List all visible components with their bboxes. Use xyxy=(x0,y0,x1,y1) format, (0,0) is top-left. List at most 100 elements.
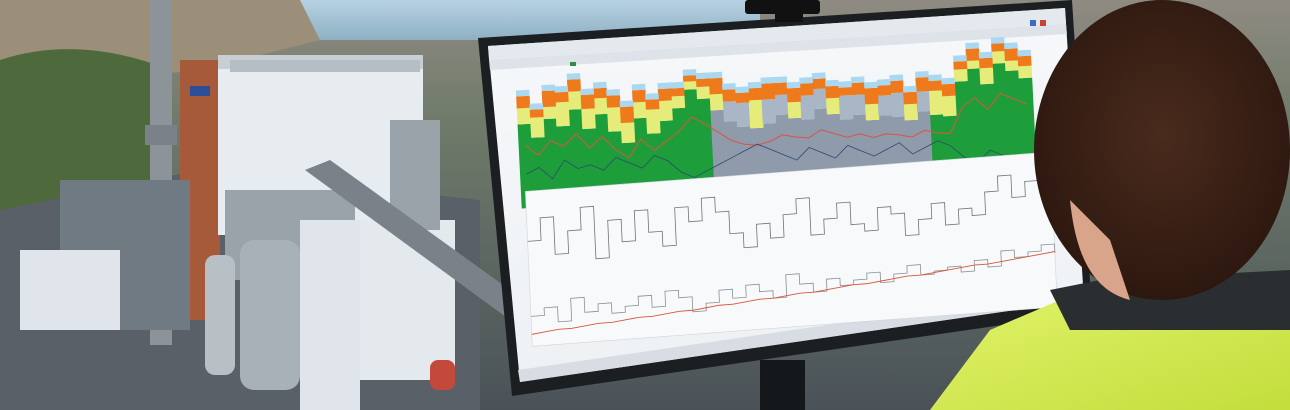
area-bar-s2-26 xyxy=(851,82,866,96)
person xyxy=(930,0,1290,410)
area-cap-3 xyxy=(554,85,569,93)
area-bar-s2-4 xyxy=(566,79,582,92)
area-bar-s0-12 xyxy=(671,107,690,201)
line-chart xyxy=(525,151,1058,347)
area-bar-s2-24 xyxy=(825,85,840,99)
area-bar-s1-15 xyxy=(709,93,724,111)
area-bar-s0-3 xyxy=(556,125,574,207)
area-bar-s0-13 xyxy=(683,89,703,200)
area-cap-7 xyxy=(606,89,620,96)
area-bar-s2-9 xyxy=(632,89,647,103)
toolbar-icon-red xyxy=(1040,20,1046,26)
area-bar-s1-35 xyxy=(966,60,981,70)
area-bar-s2-32 xyxy=(928,80,943,92)
area-bar-s2-30 xyxy=(903,91,918,105)
area-bar-s2-16 xyxy=(722,89,737,102)
area-bar-s0-0 xyxy=(517,123,536,209)
area-bar-s1-34 xyxy=(953,69,968,82)
area-bar-s1-5 xyxy=(581,108,596,130)
area-bar-s1-0 xyxy=(516,107,532,125)
area-cap-28 xyxy=(876,79,891,86)
area-bar-s2-1 xyxy=(529,109,544,118)
area-cap-16 xyxy=(722,83,736,90)
area-cap-2 xyxy=(541,84,556,92)
monitor-stand xyxy=(760,360,805,410)
area-bar-s2-11 xyxy=(657,88,672,102)
area-bar-s1-38 xyxy=(1004,60,1019,72)
area-cap-37 xyxy=(990,37,1005,44)
area-bar-s2-21 xyxy=(786,87,802,103)
area-bar-s2-19 xyxy=(760,83,776,100)
area-bar-s1-14 xyxy=(696,86,711,100)
area-bar-s1-31 xyxy=(916,91,931,112)
area-cap-12 xyxy=(670,81,685,89)
line-series-0 xyxy=(527,164,1053,260)
area-cap-35 xyxy=(965,42,980,50)
area-bar-s1-28 xyxy=(877,95,893,116)
area-bar-s1-25 xyxy=(838,95,854,120)
area-bar-s2-8 xyxy=(619,106,635,124)
area-bar-s2-31 xyxy=(915,77,930,92)
area-bar-s2-28 xyxy=(877,85,892,96)
area-bar-s1-16 xyxy=(722,101,738,122)
area-cap-9 xyxy=(631,83,646,91)
area-cap-20 xyxy=(773,76,788,84)
area-bar-s1-21 xyxy=(787,101,802,119)
area-bar-s1-8 xyxy=(620,122,636,144)
area-bar-s2-23 xyxy=(812,78,827,90)
area-bar-s0-6 xyxy=(594,113,613,205)
area-cap-5 xyxy=(580,88,595,96)
area-bar-s1-22 xyxy=(800,95,815,120)
area-cap-25 xyxy=(838,81,852,88)
toolbar-icon-blue xyxy=(1030,20,1036,26)
area-bar-s2-29 xyxy=(889,80,904,94)
area-cap-21 xyxy=(786,81,801,89)
app-toolbar xyxy=(489,24,1067,70)
area-bar-s2-15 xyxy=(708,77,724,95)
line-series-2 xyxy=(531,251,1055,335)
overlay-line-red xyxy=(524,92,1027,159)
area-bar-s2-37 xyxy=(991,43,1006,52)
line-series-1 xyxy=(530,243,1056,323)
webcam xyxy=(745,0,820,14)
area-cap-38 xyxy=(1004,42,1018,50)
area-bar-s2-33 xyxy=(941,83,956,97)
area-cap-27 xyxy=(863,81,878,89)
area-bar-s2-10 xyxy=(645,99,660,110)
area-cap-33 xyxy=(941,77,956,85)
area-cap-11 xyxy=(657,82,672,90)
area-bar-s2-18 xyxy=(748,87,763,101)
area-bar-s2-13 xyxy=(682,75,697,82)
trees xyxy=(0,49,170,211)
area-bar-s2-2 xyxy=(541,90,556,108)
area-bar-s2-38 xyxy=(1004,48,1019,62)
area-bar-s2-27 xyxy=(864,87,879,105)
area-bar-s2-39 xyxy=(1017,55,1032,67)
area-bar-s1-3 xyxy=(555,101,570,127)
area-bar-s2-34 xyxy=(953,61,968,70)
area-bar-s2-12 xyxy=(670,87,685,97)
area-cap-23 xyxy=(811,72,826,80)
area-bar-s1-27 xyxy=(865,103,880,121)
app-titlebar xyxy=(488,8,1066,60)
area-bar-s0-2 xyxy=(543,118,561,208)
area-cap-0 xyxy=(515,89,530,97)
power-plant xyxy=(20,0,510,410)
area-bar-s2-22 xyxy=(799,83,814,96)
area-cap-39 xyxy=(1017,49,1032,57)
head-hair xyxy=(1034,0,1290,300)
area-cap-34 xyxy=(953,55,967,62)
area-bar-s1-2 xyxy=(542,106,557,120)
area-bar-s2-20 xyxy=(773,82,788,96)
area-bar-s1-26 xyxy=(851,94,867,116)
area-bar-s2-0 xyxy=(516,95,531,109)
area-cap-14 xyxy=(695,72,710,80)
area-cap-30 xyxy=(902,85,917,93)
area-cap-6 xyxy=(592,81,607,89)
area-bar-s2-7 xyxy=(606,95,621,108)
area-cap-18 xyxy=(747,81,762,89)
area-bar-s1-7 xyxy=(607,107,622,132)
area-cap-8 xyxy=(619,100,634,108)
area-cap-4 xyxy=(566,73,581,80)
